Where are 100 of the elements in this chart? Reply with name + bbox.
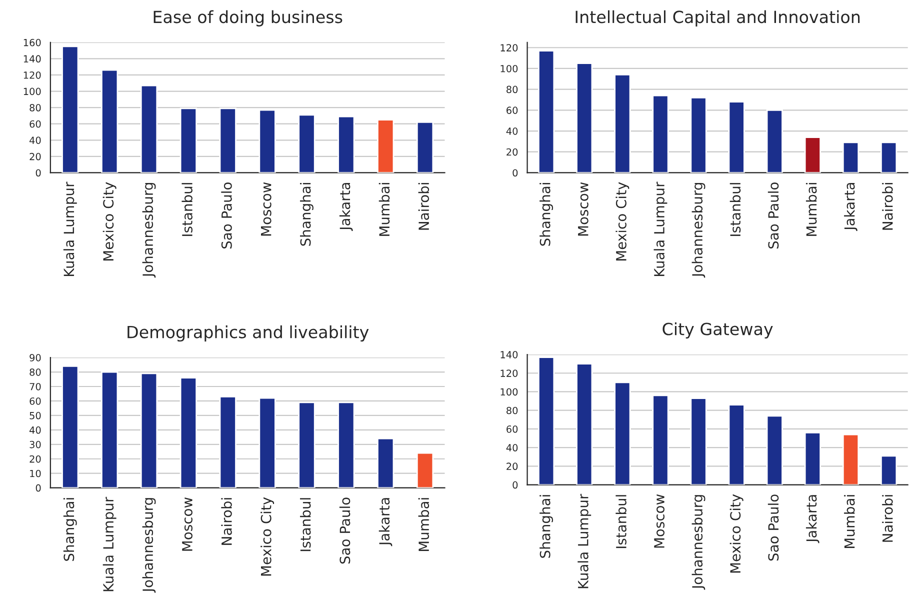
y-tick-label: 100 xyxy=(500,388,518,396)
y-tick-label: 60 xyxy=(506,106,518,114)
y-tick-label: 40 xyxy=(30,136,41,144)
bar xyxy=(258,109,276,173)
chart-title: City Gateway xyxy=(662,322,773,339)
y-tick-label: 20 xyxy=(30,455,41,463)
x-tick-label: Moscow xyxy=(654,494,664,548)
x-tick-label: Shanghai xyxy=(540,495,554,558)
bar xyxy=(180,377,198,488)
bar xyxy=(804,136,821,173)
x-tick-label: Shanghai xyxy=(540,183,554,246)
y-tick-label: 120 xyxy=(500,44,518,52)
bar xyxy=(576,363,593,485)
x-tick-label: Shanghai xyxy=(300,183,314,246)
bar xyxy=(416,452,434,488)
bar xyxy=(538,356,555,485)
bar xyxy=(219,108,236,173)
bar xyxy=(258,397,276,488)
y-tick-label: 20 xyxy=(506,148,518,156)
x-tick-label: Mumbai xyxy=(806,183,817,236)
y-tick-label: 50 xyxy=(30,412,41,420)
y-tick-label: 60 xyxy=(506,425,518,433)
bar xyxy=(766,415,783,485)
y-tick-label: 80 xyxy=(30,104,41,112)
x-tick-label: Mexico City xyxy=(730,494,744,573)
y-tick-label: 90 xyxy=(30,354,41,362)
x-tick-label: Mexico City xyxy=(102,182,116,261)
bar xyxy=(62,366,79,488)
y-tick-label: 140 xyxy=(500,350,518,358)
y-tick-label: 60 xyxy=(30,397,41,405)
y-tick-label: 100 xyxy=(24,88,41,96)
bar xyxy=(377,119,394,173)
bar xyxy=(652,394,669,485)
x-tick-label: Shanghai xyxy=(63,498,77,561)
x-tick-label: Istanbul xyxy=(182,183,192,236)
bar xyxy=(728,101,745,173)
bar xyxy=(728,404,745,485)
bar xyxy=(880,455,898,485)
y-tick-label: 60 xyxy=(30,120,41,128)
y-tick-label: 80 xyxy=(30,368,41,376)
x-tick-label: Kuala Lumpur xyxy=(102,496,116,592)
bar xyxy=(416,122,434,173)
x-tick-label: Mumbai xyxy=(844,495,855,548)
bar xyxy=(219,396,236,488)
bar xyxy=(652,94,669,173)
x-tick-label: Sao Paulo xyxy=(768,182,779,248)
x-tick-label: Nairobi xyxy=(882,183,893,230)
bar xyxy=(140,84,158,173)
bar xyxy=(298,114,316,173)
x-tick-label: Jakarta xyxy=(378,498,392,546)
y-tick-label: 40 xyxy=(506,127,518,135)
bar xyxy=(180,108,198,173)
bar xyxy=(766,109,783,173)
bar xyxy=(338,116,355,173)
x-tick-label: Nairobi xyxy=(221,498,232,545)
x-tick-label: Istanbul xyxy=(616,495,626,548)
y-tick-label: 20 xyxy=(30,152,41,160)
y-tick-label: 140 xyxy=(24,55,41,63)
x-tick-label: Nairobi xyxy=(882,495,893,542)
bar xyxy=(614,382,631,485)
bar xyxy=(338,402,355,488)
bar xyxy=(538,50,555,173)
y-tick-label: 0 xyxy=(36,484,41,492)
x-tick-label: Jakarta xyxy=(844,183,858,232)
x-tick-label: Johannesburg xyxy=(142,498,156,593)
x-tick-label: Istanbul xyxy=(730,183,741,236)
bar xyxy=(101,69,118,173)
x-tick-label: Moscow xyxy=(578,182,588,236)
x-tick-label: Mumbai xyxy=(378,183,390,236)
x-tick-label: Sao Paulo xyxy=(221,182,232,248)
x-tick-label: Nairobi xyxy=(418,183,430,230)
bar xyxy=(880,142,898,173)
y-tick-label: 80 xyxy=(506,406,518,414)
bar xyxy=(614,74,631,173)
bar xyxy=(690,398,707,485)
x-tick-label: Moscow xyxy=(261,182,272,236)
bar xyxy=(101,371,118,488)
y-tick-label: 0 xyxy=(512,169,518,177)
x-tick-label: Johannesburg xyxy=(692,495,706,590)
bar xyxy=(377,438,394,488)
x-tick-label: Mexico City xyxy=(616,182,630,261)
y-tick-label: 20 xyxy=(506,462,518,470)
y-tick-label: 40 xyxy=(30,426,41,434)
x-tick-label: Kuala Lumpur xyxy=(654,182,668,276)
y-tick-label: 120 xyxy=(24,71,41,79)
x-tick-label: Kuala Lumpur xyxy=(63,182,77,276)
y-tick-label: 10 xyxy=(30,470,41,478)
x-tick-label: Istanbul xyxy=(300,498,311,552)
bar xyxy=(576,62,593,173)
y-tick-label: 80 xyxy=(506,86,518,94)
x-tick-label: Johannesburg xyxy=(142,183,156,278)
x-tick-label: Sao Paulo xyxy=(768,494,779,561)
y-tick-label: 40 xyxy=(506,444,518,452)
bar xyxy=(842,434,860,485)
chart-title: Demographics and liveability xyxy=(128,325,369,342)
bar xyxy=(842,142,860,173)
y-tick-label: 70 xyxy=(30,382,41,390)
y-tick-label: 0 xyxy=(512,481,518,489)
x-tick-label: Johannesburg xyxy=(692,183,706,278)
y-tick-label: 120 xyxy=(500,370,518,377)
